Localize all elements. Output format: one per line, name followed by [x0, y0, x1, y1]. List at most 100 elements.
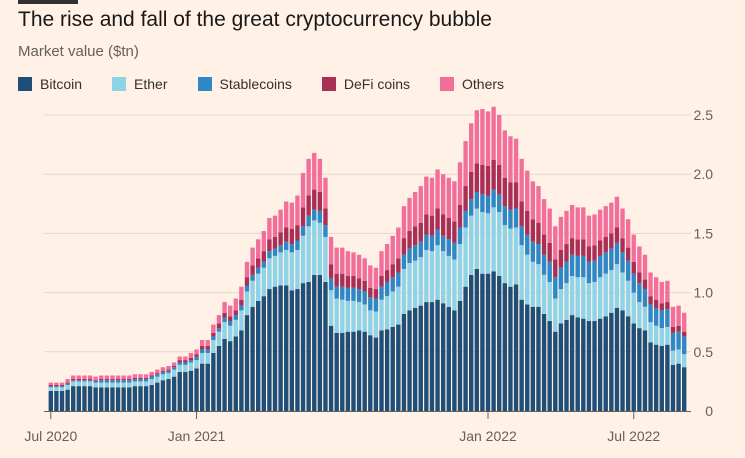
bar-segment	[250, 247, 255, 266]
bar-segment	[435, 169, 440, 209]
bar-segment	[564, 210, 569, 245]
bar-segment	[115, 382, 121, 388]
bar-segment	[390, 235, 395, 265]
bar-segment	[171, 366, 177, 368]
bar-segment	[474, 110, 479, 164]
bar-segment	[497, 194, 502, 213]
bar-segment	[227, 305, 233, 317]
bar-segment	[110, 379, 115, 381]
bar-segment	[418, 241, 423, 258]
bar-segment	[82, 386, 87, 411]
bar-segment	[384, 244, 390, 271]
bar-segment	[334, 273, 339, 287]
bar-segment	[379, 299, 384, 331]
bar-segment	[340, 286, 345, 300]
bar-segment	[429, 302, 435, 411]
bar-segment	[558, 289, 564, 324]
bar-segment	[435, 229, 440, 246]
bar-segment	[194, 368, 199, 411]
bar-segment	[295, 225, 300, 241]
bar-segment	[183, 360, 188, 363]
bar-segment	[396, 258, 401, 273]
bar-segment	[233, 315, 238, 320]
bar-segment	[199, 349, 205, 353]
x-tick-label: Jan 2021	[168, 428, 226, 444]
bar-segment	[340, 332, 345, 411]
bar-segment	[76, 380, 82, 382]
bar-segment	[614, 307, 620, 411]
bar-segment	[289, 244, 295, 253]
bar-segment	[384, 296, 390, 330]
bar-segment	[457, 227, 463, 245]
legend-label: Ether	[134, 76, 168, 92]
bar-segment	[480, 273, 485, 411]
bar-segment	[183, 362, 188, 365]
bar-segment	[356, 289, 362, 303]
bar-segment	[323, 208, 328, 226]
bar-segment	[160, 374, 166, 381]
bar-segment	[497, 115, 502, 165]
bar-segment	[407, 231, 412, 249]
bar-segment	[48, 384, 53, 387]
bar-segment	[211, 324, 216, 333]
bar-segment	[368, 335, 373, 411]
bar-segment	[110, 382, 115, 388]
legend-swatch	[197, 77, 212, 91]
bar-segment	[497, 276, 502, 411]
bar-segment	[665, 309, 670, 327]
bar-segment	[155, 382, 160, 411]
bar-segment	[48, 382, 53, 385]
bar-segment	[569, 315, 575, 411]
bar-segment	[631, 234, 636, 262]
bar-segment	[368, 310, 373, 336]
bar-segment	[188, 352, 194, 358]
bar-segment	[312, 189, 317, 210]
bar-segment	[547, 208, 552, 243]
bar-segment	[682, 336, 687, 355]
bar-segment	[65, 379, 70, 383]
bar-segment	[256, 258, 261, 268]
bar-segment	[536, 244, 541, 265]
bar-segment	[306, 226, 311, 282]
bar-segment	[115, 375, 121, 380]
bar-segment	[239, 299, 244, 306]
bar-segment	[553, 226, 558, 260]
bar-segment	[497, 164, 502, 195]
bar-segment	[502, 206, 508, 226]
bar-segment	[429, 177, 435, 216]
bar-segment	[586, 321, 592, 411]
bar-segment	[682, 331, 687, 337]
legend-label: Bitcoin	[40, 76, 83, 92]
bar-segment	[491, 207, 496, 272]
bar-segment	[138, 374, 143, 378]
bar-segment	[373, 267, 379, 290]
bar-segment	[469, 215, 474, 275]
bar-segment	[284, 241, 289, 250]
bar-segment	[143, 374, 149, 378]
bar-segment	[502, 283, 508, 411]
bar-segment	[261, 296, 266, 411]
bar-segment	[435, 245, 440, 300]
bar-segment	[463, 286, 468, 411]
bar-segment	[609, 202, 614, 234]
bar-segment	[278, 245, 283, 253]
bar-segment	[530, 306, 536, 411]
bar-segment	[659, 281, 664, 304]
bar-segment	[211, 332, 216, 337]
bar-segment	[637, 272, 642, 284]
bar-segment	[457, 204, 463, 228]
bar-segment	[65, 384, 70, 390]
bar-segment	[351, 331, 356, 411]
bar-segment	[227, 325, 233, 342]
bar-segment	[267, 251, 272, 259]
bar-segment	[569, 238, 575, 255]
bar-segment	[463, 141, 468, 187]
bar-segment	[239, 310, 244, 331]
bar-segment	[513, 284, 519, 411]
bar-segment	[356, 254, 362, 279]
bar-segment	[312, 220, 317, 275]
bar-segment	[485, 273, 491, 411]
bar-segment	[541, 274, 547, 314]
bar-segment	[553, 259, 558, 278]
bar-segment	[519, 299, 524, 411]
